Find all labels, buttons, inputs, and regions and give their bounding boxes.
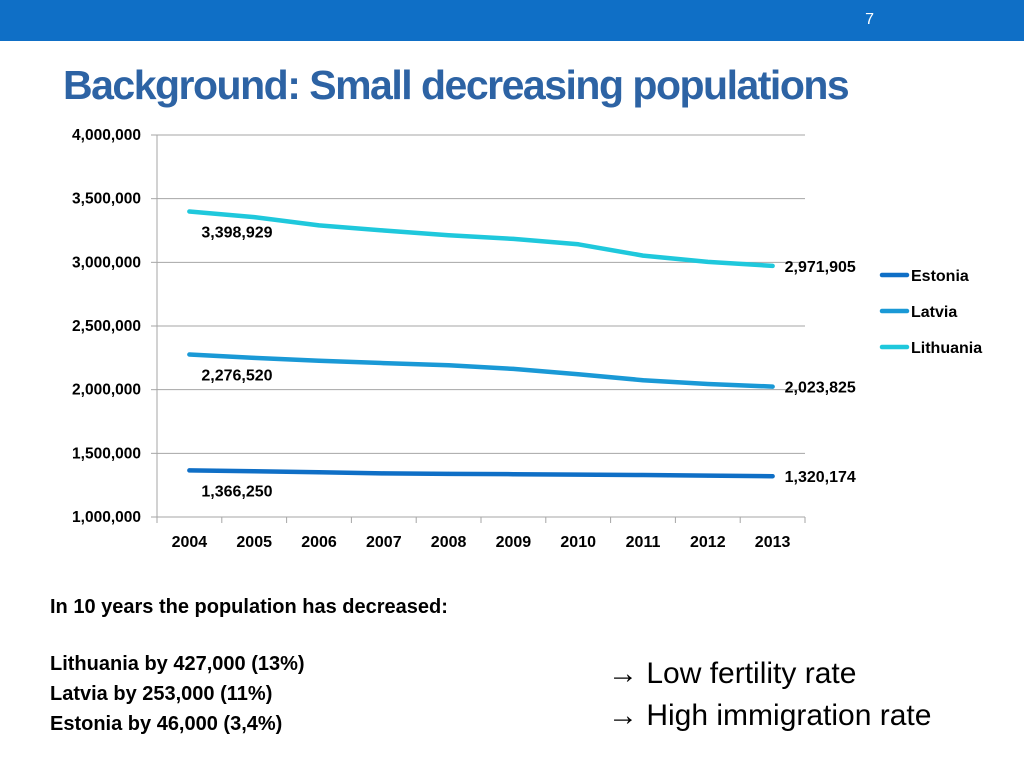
x-tick-label: 2012 (690, 534, 726, 551)
y-tick-label: 1,000,000 (72, 509, 141, 526)
cause-label-fertility: Low fertility rate (646, 657, 857, 690)
data-point-latvia (252, 355, 257, 360)
slide-title: Background: Small decreasing populations (63, 62, 850, 108)
summary-text: In 10 years the population has decreased… (50, 596, 448, 741)
summary-headline: In 10 years the population has decreased… (50, 596, 448, 618)
y-tick-label: 4,000,000 (72, 127, 141, 144)
x-tick-label: 2004 (172, 534, 208, 551)
series-line-lithuania (187, 209, 775, 269)
x-tick-label: 2008 (431, 534, 467, 551)
y-tick-label: 1,500,000 (72, 445, 141, 462)
data-point-lithuania (317, 223, 321, 228)
summary-line-estonia: Estonia by 46,000 (3,4%) (50, 713, 283, 735)
data-point-latvia (446, 363, 451, 368)
data-point-latvia (317, 358, 321, 363)
data-point-lithuania (641, 253, 645, 258)
data-point-lithuania (446, 233, 451, 238)
cause-item: → High immigration rate (608, 695, 931, 737)
data-label-end-latvia: 2,023,825 (785, 380, 856, 397)
series-line-estonia (187, 468, 775, 479)
top-bar: 7 (0, 0, 1024, 41)
y-tick-label: 2,000,000 (72, 382, 141, 399)
data-point-latvia (770, 384, 775, 389)
x-tick-label: 2006 (301, 534, 337, 551)
y-tick-label: 3,500,000 (72, 191, 141, 208)
y-tick-label: 2,500,000 (72, 318, 141, 335)
data-point-lithuania (187, 209, 192, 214)
data-point-estonia (252, 469, 257, 474)
data-point-latvia (381, 361, 386, 366)
x-tick-label: 2011 (626, 534, 661, 551)
data-point-lithuania (705, 259, 710, 264)
data-point-latvia (511, 366, 516, 371)
series-line-latvia (187, 352, 775, 389)
legend-label-lithuania: Lithuania (911, 340, 982, 357)
data-point-latvia (705, 381, 710, 386)
data-point-lithuania (770, 263, 775, 268)
data-point-estonia (511, 472, 516, 477)
x-tick-label: 2009 (496, 534, 532, 551)
cause-item: → Low fertility rate (608, 653, 931, 695)
x-tick-label: 2007 (366, 534, 402, 551)
legend-label-latvia: Latvia (911, 304, 957, 321)
data-label-start-estonia: 1,366,250 (201, 483, 272, 500)
data-label-start-latvia: 2,276,520 (201, 367, 272, 384)
data-point-estonia (381, 471, 386, 476)
summary-line-latvia: Latvia by 253,000 (11%) (50, 683, 273, 705)
data-point-estonia (770, 474, 775, 479)
data-label-start-lithuania: 3,398,929 (201, 225, 272, 242)
data-point-estonia (187, 468, 192, 473)
cause-label-immigration: High immigration rate (646, 699, 932, 732)
data-point-lithuania (252, 215, 257, 220)
data-label-end-lithuania: 2,971,905 (785, 259, 856, 276)
data-point-latvia (576, 372, 581, 377)
data-point-estonia (446, 471, 451, 476)
page-number: 7 (865, 11, 874, 28)
x-tick-label: 2010 (560, 534, 596, 551)
data-point-estonia (641, 473, 645, 478)
data-point-lithuania (511, 236, 516, 241)
population-line-chart: 1,000,000 1,500,000 2,000,000 2,500,000 3,00… (72, 127, 982, 551)
data-point-estonia (705, 473, 710, 478)
legend-label-estonia: Estonia (911, 268, 969, 285)
arrow-right-icon: → (608, 699, 638, 732)
causes-list: → Low fertility rate → High immigration … (608, 653, 931, 737)
data-point-estonia (576, 472, 581, 477)
summary-line-lithuania: Lithuania by 427,000 (13%) (50, 653, 305, 675)
y-tick-label: 3,000,000 (72, 254, 141, 271)
x-tick-label: 2013 (755, 534, 791, 551)
x-tick-label: 2005 (236, 534, 272, 551)
arrow-right-icon: → (608, 657, 638, 690)
data-label-end-estonia: 1,320,174 (785, 469, 856, 486)
data-point-latvia (187, 352, 192, 357)
data-point-latvia (641, 378, 645, 383)
data-point-lithuania (381, 228, 386, 233)
data-point-estonia (317, 470, 321, 475)
data-point-lithuania (576, 242, 581, 247)
